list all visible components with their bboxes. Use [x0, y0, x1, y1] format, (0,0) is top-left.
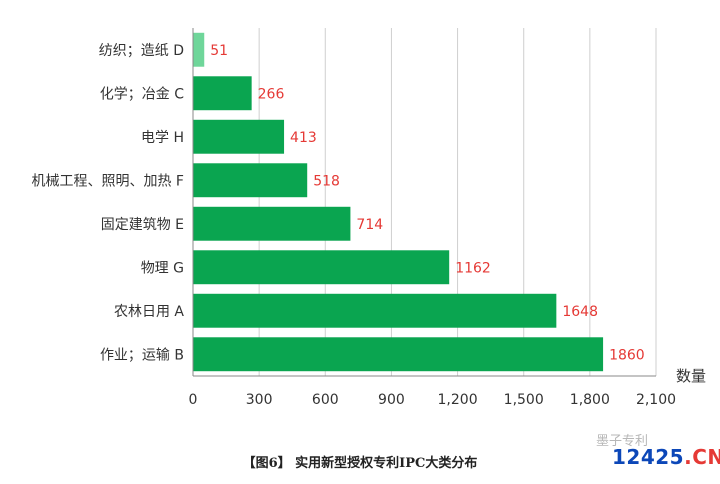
value-label: 51: [210, 43, 228, 59]
x-axis-title: 数量: [676, 367, 706, 385]
value-label: 1162: [455, 260, 491, 276]
bar: [193, 76, 252, 111]
bar: [193, 337, 604, 372]
watermark-logo: 12425.CN: [612, 445, 720, 469]
x-tick-label: 1,200: [438, 392, 478, 408]
category-label: 机械工程、照明、加热 F: [31, 173, 184, 189]
category-label: 农林日用 A: [114, 304, 184, 320]
category-label: 物理 G: [141, 260, 184, 276]
category-label: 固定建筑物 E: [101, 217, 184, 233]
bar: [193, 163, 308, 198]
watermark-faint-text: 墨子专利: [596, 434, 649, 449]
bar: [193, 32, 205, 67]
figure-caption: 【图6】 实用新型授权专利IPC大类分布: [242, 456, 478, 471]
x-tick-label: 900: [378, 392, 405, 408]
x-tick-label: 0: [189, 392, 198, 408]
watermark-main: 12425: [612, 445, 685, 469]
x-tick-label: 1,500: [504, 392, 544, 408]
value-label: 1648: [562, 304, 598, 320]
x-tick-label: 1,800: [570, 392, 610, 408]
category-label: 化学；冶金 C: [100, 86, 184, 102]
value-label: 1860: [609, 347, 645, 363]
bar: [193, 119, 285, 154]
category-labels: 纺织；造纸 D 化学；冶金 C 电学 H 机械工程、照明、加热 F 固定建筑物 E 物理 …: [31, 43, 184, 364]
bar: [193, 206, 351, 241]
value-label: 266: [258, 86, 285, 102]
x-tick-label: 300: [246, 392, 273, 408]
watermark-suffix: .CN: [684, 445, 720, 469]
value-labels: 51 266 413 518 714 1162 1648 1860: [210, 43, 644, 364]
category-label: 纺织；造纸 D: [99, 43, 184, 59]
bar: [193, 293, 557, 328]
bar: [193, 250, 450, 285]
category-label: 作业；运输 B: [100, 347, 184, 363]
x-tick-label: 600: [312, 392, 339, 408]
category-label: 电学 H: [141, 130, 184, 146]
value-label: 413: [290, 130, 317, 146]
bar-chart: 纺织；造纸 D 化学；冶金 C 电学 H 机械工程、照明、加热 F 固定建筑物 E 物理 …: [31, 28, 706, 408]
x-tick-labels: 0 300 600 900 1,200 1,500 1,800 2,100: [189, 392, 677, 408]
value-label: 518: [313, 173, 340, 189]
value-label: 714: [356, 217, 383, 233]
gridlines: [258, 28, 657, 376]
x-tick-label: 2,100: [636, 392, 676, 408]
bars: [193, 32, 604, 372]
